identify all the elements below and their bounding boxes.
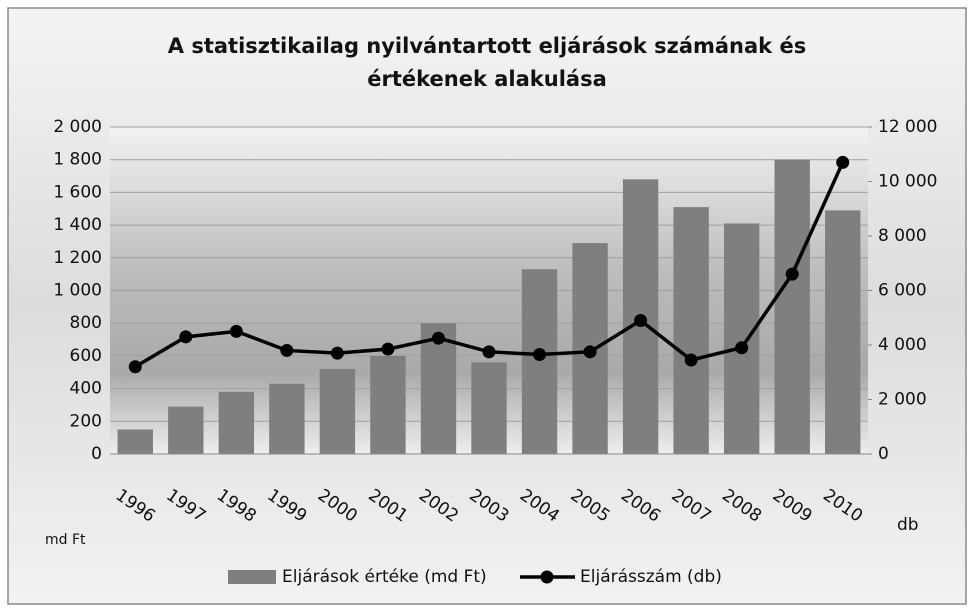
marker <box>280 344 293 357</box>
y-tick-label: 1 200 <box>53 248 102 268</box>
bar <box>168 407 203 454</box>
y2-tick-label: 6 000 <box>878 281 927 301</box>
y2-tick-label: 4 000 <box>878 335 927 355</box>
y2-tick-label: 10 000 <box>878 172 937 192</box>
bar <box>320 369 355 454</box>
chart-subtitle: értékenek alakulása <box>367 67 607 91</box>
y-tick-label: 600 <box>70 346 102 366</box>
marker <box>533 348 546 361</box>
legend-label: Eljárások értéke (md Ft) <box>282 567 487 587</box>
bar <box>673 207 708 454</box>
bar <box>825 210 860 454</box>
bar <box>118 429 153 454</box>
chart: A statisztikailag nyilvántartott eljárás… <box>0 0 974 612</box>
marker <box>584 345 597 358</box>
marker <box>685 353 698 366</box>
y-tick-label: 1 800 <box>53 150 102 170</box>
legend-marker <box>541 571 554 584</box>
bar <box>219 392 254 454</box>
marker <box>230 325 243 338</box>
legend-label: Eljárásszám (db) <box>580 567 722 587</box>
bar <box>269 384 304 454</box>
bar <box>471 362 506 454</box>
marker <box>836 156 849 169</box>
y-axis-label: md Ft <box>45 532 86 548</box>
marker <box>634 314 647 327</box>
bar <box>522 269 557 454</box>
y-tick-label: 400 <box>70 379 102 399</box>
y-tick-label: 1 600 <box>53 182 102 202</box>
y-tick-label: 1 000 <box>53 281 102 301</box>
marker <box>179 330 192 343</box>
bar <box>724 223 759 454</box>
y2-axis-label: db <box>897 515 919 535</box>
marker <box>381 343 394 356</box>
marker <box>432 332 445 345</box>
y2-tick-label: 2 000 <box>878 390 927 410</box>
marker <box>786 268 799 281</box>
chart-title: A statisztikailag nyilvántartott eljárás… <box>168 34 806 58</box>
marker <box>483 345 496 358</box>
marker <box>331 347 344 360</box>
y2-tick-label: 0 <box>878 444 889 464</box>
bar <box>370 356 405 454</box>
y-tick-label: 1 400 <box>53 215 102 235</box>
marker <box>735 341 748 354</box>
y2-tick-label: 12 000 <box>878 117 937 137</box>
marker <box>129 360 142 373</box>
y-tick-label: 800 <box>70 313 102 333</box>
y-tick-label: 2 000 <box>53 117 102 137</box>
legend-swatch <box>228 570 276 584</box>
y2-tick-label: 8 000 <box>878 226 927 246</box>
y-tick-label: 200 <box>70 411 102 431</box>
y-tick-label: 0 <box>91 444 102 464</box>
bar <box>775 160 810 454</box>
